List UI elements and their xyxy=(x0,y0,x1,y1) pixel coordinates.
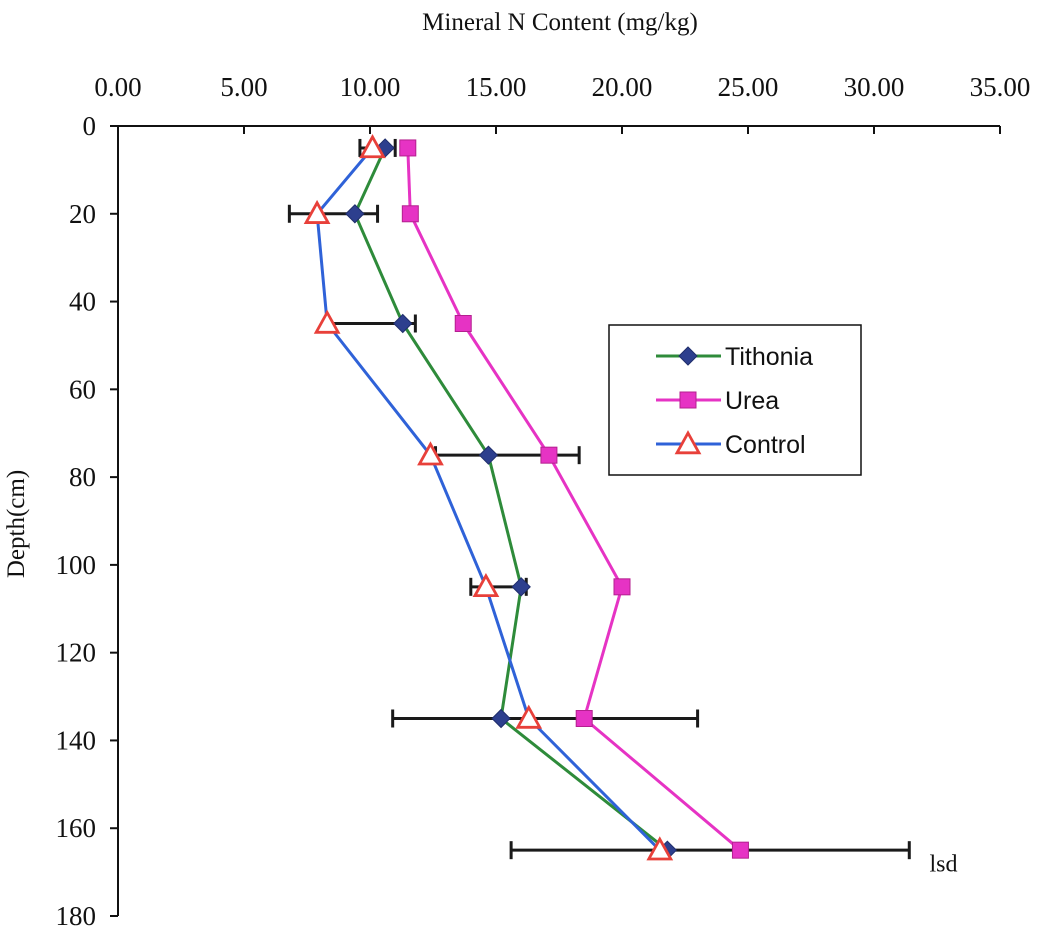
x-tick-label: 0.00 xyxy=(94,72,141,102)
legend-marker-tithonia xyxy=(678,346,698,366)
x-axis-title: Mineral N Content (mg/kg) xyxy=(422,9,698,36)
series-line-control xyxy=(315,146,661,852)
legend: Tithonia Urea Control xyxy=(608,324,862,476)
y-tick-label: 40 xyxy=(69,287,96,317)
marker-tithonia xyxy=(393,313,413,334)
error-bars xyxy=(287,138,911,860)
x-tick-label: 35.00 xyxy=(970,72,1031,102)
x-tick-label: 5.00 xyxy=(220,72,267,102)
marker-urea xyxy=(575,710,593,727)
y-tick-label: 0 xyxy=(83,111,97,141)
legend-box xyxy=(608,324,862,476)
marker-control xyxy=(646,836,674,861)
lsd-annotation: lsd xyxy=(929,851,957,877)
x-tick-label: 30.00 xyxy=(844,72,905,102)
marker-urea xyxy=(613,578,631,596)
series-line-urea xyxy=(406,147,742,852)
marker-control xyxy=(303,199,331,224)
marker-urea xyxy=(454,315,472,332)
legend-label-control: Control xyxy=(725,431,806,459)
y-tick-label: 100 xyxy=(56,550,97,580)
y-tick-label: 60 xyxy=(69,374,96,404)
y-tick-label: 20 xyxy=(69,199,96,229)
x-tick-label: 15.00 xyxy=(466,72,527,102)
marker-control xyxy=(472,572,500,598)
marker-urea xyxy=(540,446,558,464)
series-markers xyxy=(303,134,749,861)
y-tick-label: 80 xyxy=(69,462,96,492)
x-tick-label: 25.00 xyxy=(718,72,779,102)
marker-tithonia xyxy=(478,445,499,465)
y-tick-label: 120 xyxy=(56,638,97,668)
x-tick-label: 20.00 xyxy=(592,72,653,102)
marker-tithonia xyxy=(491,708,511,729)
legend-marker-control xyxy=(674,430,702,455)
legend-label-urea: Urea xyxy=(725,387,779,415)
marker-urea xyxy=(731,841,749,859)
series-line-tithonia xyxy=(353,147,669,852)
marker-urea xyxy=(399,139,417,157)
y-tick-label: 180 xyxy=(56,901,97,931)
y-ticks: 0 20 40 60 80 100 120 140 160 180 xyxy=(56,111,118,931)
legend-label-tithonia: Tithonia xyxy=(725,343,813,371)
x-ticks: 0.00 5.00 10.00 15.00 20.00 25.00 30.00 35.00 xyxy=(94,72,1030,134)
y-tick-label: 160 xyxy=(56,813,97,843)
annotations: lsd xyxy=(929,851,957,877)
y-tick-label: 140 xyxy=(56,725,97,755)
y-axis-title: Depth(cm) xyxy=(3,470,30,578)
marker-control xyxy=(359,134,386,159)
marker-control xyxy=(515,704,543,729)
marker-urea xyxy=(401,205,419,223)
series-lines xyxy=(315,146,742,852)
marker-control xyxy=(313,309,341,334)
legend-marker-urea xyxy=(679,391,697,409)
marker-tithonia xyxy=(345,204,365,224)
axes: 0.00 5.00 10.00 15.00 20.00 25.00 30.00 35.00 0… xyxy=(56,72,1031,931)
marker-control xyxy=(417,441,444,466)
x-tick-label: 10.00 xyxy=(340,72,401,102)
marker-tithonia xyxy=(511,577,531,597)
